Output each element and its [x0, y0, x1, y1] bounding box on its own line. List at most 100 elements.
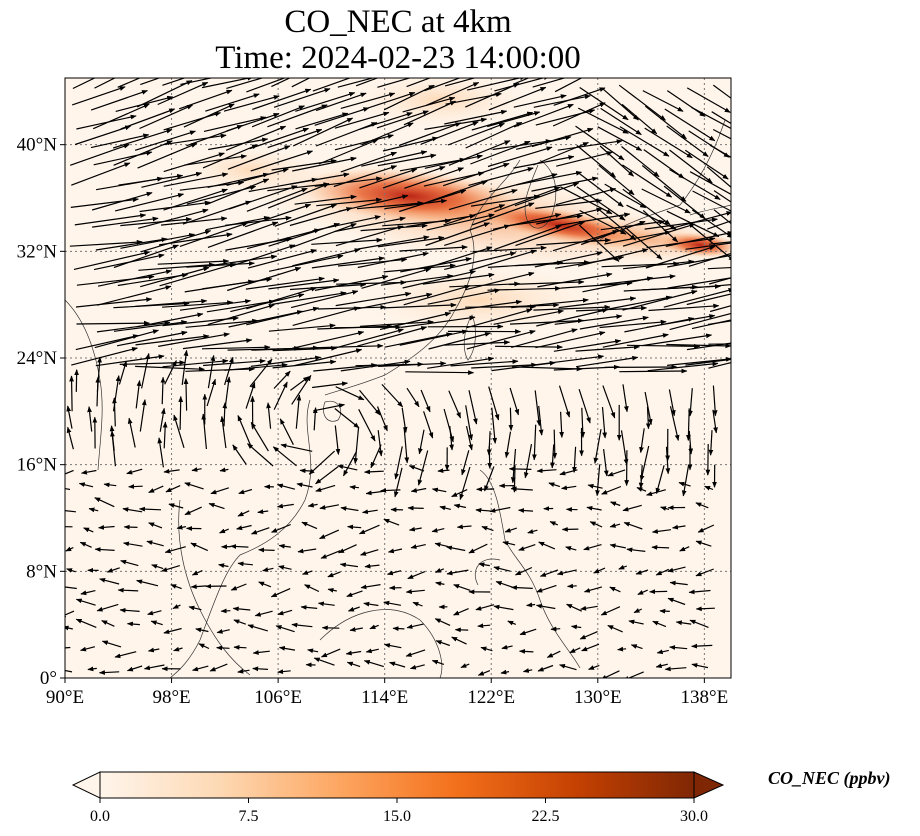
wind-arrow: [481, 526, 494, 532]
wind-arrow: [340, 92, 396, 109]
wind-arrow: [238, 488, 253, 495]
wind-arrow: [652, 620, 667, 628]
wind-arrow: [708, 430, 714, 456]
wind-arrow: [80, 590, 96, 596]
wind-arrow: [639, 445, 650, 482]
wind-arrow: [315, 122, 378, 147]
wind-arrow: [138, 506, 162, 512]
wind-arrow: [448, 140, 511, 166]
wind-arrow: [158, 332, 230, 347]
wind-arrow: [535, 603, 556, 610]
wind-arrow: [384, 332, 453, 348]
wind-arrow: [208, 502, 225, 510]
wind-arrow: [559, 469, 578, 476]
wind-arrow: [628, 619, 644, 625]
wind-arrow: [337, 78, 375, 88]
wind-arrow: [618, 564, 628, 570]
wind-arrow: [252, 650, 270, 655]
wind-arrow: [638, 465, 644, 489]
wind-arrow: [148, 485, 164, 494]
wind-arrow: [267, 104, 328, 128]
wind-arrow: [709, 277, 731, 285]
wind-arrow: [493, 566, 511, 572]
wind-arrow: [190, 542, 209, 552]
wind-arrow: [690, 283, 731, 289]
wind-arrow: [191, 467, 202, 472]
wind-arrow: [258, 547, 275, 553]
wind-arrow: [95, 376, 101, 407]
wind-arrow: [379, 311, 452, 331]
wind-arrow: [160, 376, 166, 405]
wind-arrow: [117, 587, 139, 593]
wind-arrow: [71, 162, 131, 186]
wind-arrow: [207, 354, 216, 389]
wind-arrow: [289, 207, 353, 227]
wind-arrow: [424, 154, 483, 169]
wind-arrow: [641, 165, 687, 202]
wind-arrow: [245, 203, 312, 228]
wind-arrow: [159, 232, 233, 246]
wind-arrow: [444, 224, 511, 246]
wind-arrow: [65, 487, 71, 491]
wind-arrow: [205, 93, 260, 112]
wind-arrow: [335, 291, 412, 307]
wind-arrow: [708, 362, 731, 369]
wind-arrow: [679, 546, 690, 552]
wind-arrow: [688, 388, 693, 417]
wind-arrow: [410, 487, 427, 493]
wind-arrow: [642, 209, 679, 243]
wind-arrow: [595, 464, 601, 497]
wind-arrow: [513, 94, 567, 108]
wind-arrow: [383, 84, 435, 111]
wind-arrow: [403, 428, 410, 464]
wind-arrow: [313, 657, 335, 666]
wind-arrow: [94, 497, 115, 508]
wind-arrow: [103, 482, 117, 488]
wind-arrow: [546, 650, 561, 658]
wind-arrow: [347, 606, 360, 612]
wind-arrow: [345, 650, 362, 656]
wind-arrow: [73, 250, 151, 270]
wind-arrow: [99, 577, 120, 585]
wind-arrow: [448, 390, 462, 419]
wind-arrow: [513, 155, 575, 169]
wind-arrow: [593, 429, 602, 464]
wind-arrow: [94, 329, 159, 349]
wind-arrow: [508, 466, 532, 472]
wind-arrow: [173, 414, 185, 448]
colorbar-extend-high: [693, 771, 725, 799]
wind-arrow: [92, 216, 159, 228]
wind-arrow: [607, 469, 626, 477]
wind-arrow: [157, 437, 164, 468]
wind-arrow: [453, 584, 471, 591]
wind-arrow: [357, 251, 429, 269]
wind-arrow: [695, 606, 715, 612]
wind-arrow: [515, 220, 586, 247]
wind-arrow: [65, 586, 77, 590]
wind-arrow: [66, 568, 76, 573]
colorbar-gradient: [99, 771, 695, 799]
wind-arrow: [443, 204, 506, 226]
wind-arrow: [599, 319, 667, 329]
wind-arrow: [621, 146, 660, 178]
wind-arrow: [488, 86, 547, 111]
wind-arrow: [560, 186, 613, 215]
wind-arrow: [600, 670, 620, 678]
wind-arrow: [552, 102, 606, 127]
wind-arrow: [164, 546, 186, 554]
wind-arrow: [550, 626, 561, 632]
wind-arrow: [456, 524, 472, 530]
wind-arrow: [292, 330, 365, 349]
wind-arrow: [688, 430, 694, 455]
wind-arrow: [692, 190, 731, 212]
wind-arrow: [550, 444, 555, 469]
wind-arrow: [267, 183, 330, 209]
wind-arrow: [400, 315, 476, 328]
wind-arrow: [622, 223, 696, 247]
wind-arrow: [531, 127, 594, 148]
wind-arrow: [644, 105, 687, 140]
plume-faint-south: [360, 265, 600, 335]
wind-arrow: [340, 359, 411, 372]
wind-arrow: [559, 663, 577, 671]
